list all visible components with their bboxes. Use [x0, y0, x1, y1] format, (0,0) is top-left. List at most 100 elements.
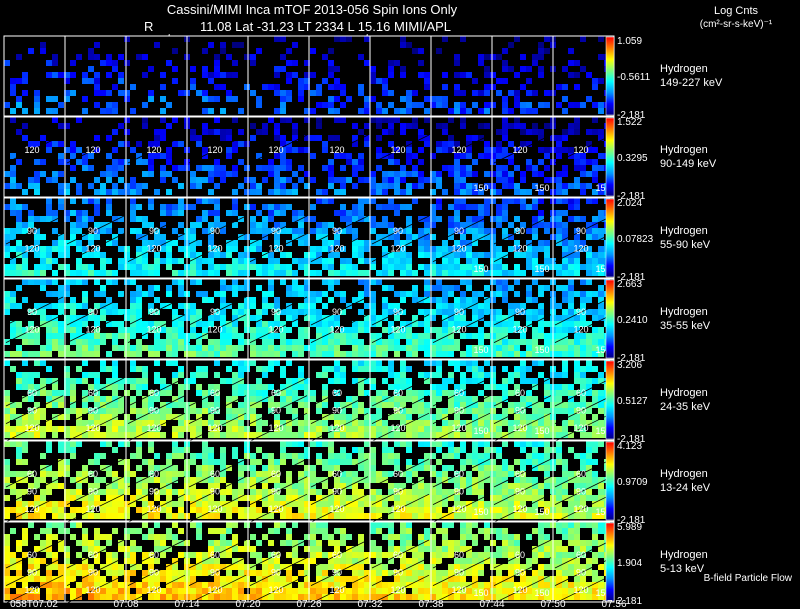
flux-cell	[160, 171, 166, 177]
flux-cell	[196, 339, 202, 345]
flux-cell	[484, 204, 490, 210]
flux-cell	[442, 408, 448, 414]
flux-cell	[580, 402, 586, 408]
flux-cell	[334, 84, 340, 90]
flux-cell	[274, 522, 280, 528]
flux-cell	[544, 351, 550, 357]
flux-cell	[424, 345, 430, 351]
flux-cell	[106, 534, 112, 540]
flux-cell	[202, 507, 208, 513]
flux-cell	[526, 189, 532, 195]
flux-cell	[274, 402, 280, 408]
flux-cell	[388, 339, 394, 345]
flux-cell	[142, 123, 148, 129]
flux-cell	[292, 270, 298, 276]
flux-cell	[64, 285, 70, 291]
flux-cell	[502, 60, 508, 66]
pitch-angle-label: 150	[473, 264, 488, 274]
flux-cell	[118, 501, 124, 507]
flux-cell	[442, 414, 448, 420]
flux-cell	[40, 264, 46, 270]
flux-cell	[130, 264, 136, 270]
flux-cell	[502, 489, 508, 495]
flux-cell	[424, 540, 430, 546]
flux-cell	[472, 135, 478, 141]
flux-cell	[202, 372, 208, 378]
flux-cell	[196, 333, 202, 339]
flux-cell	[172, 279, 178, 285]
flux-cell	[256, 285, 262, 291]
flux-cell	[58, 72, 64, 78]
flux-cell	[490, 384, 496, 390]
flux-cell	[382, 183, 388, 189]
flux-cell	[454, 240, 460, 246]
flux-cell	[316, 489, 322, 495]
flux-cell	[304, 384, 310, 390]
flux-cell	[538, 495, 544, 501]
flux-cell	[154, 258, 160, 264]
flux-cell	[544, 477, 550, 483]
flux-cell	[304, 471, 310, 477]
flux-cell	[490, 315, 496, 321]
flux-cell	[484, 183, 490, 189]
flux-cell	[142, 507, 148, 513]
flux-cell	[514, 279, 520, 285]
flux-cell	[136, 216, 142, 222]
flux-cell	[400, 333, 406, 339]
flux-cell	[46, 315, 52, 321]
flux-cell	[52, 54, 58, 60]
flux-cell	[568, 507, 574, 513]
flux-cell	[268, 228, 274, 234]
figure-title: Cassini/MIMI Inca mTOF 2013-056 Spin Ion…	[167, 2, 458, 17]
flux-cell	[286, 270, 292, 276]
flux-cell	[448, 264, 454, 270]
flux-cell	[472, 321, 478, 327]
flux-cell	[322, 240, 328, 246]
flux-cell	[508, 123, 514, 129]
flux-cell	[286, 96, 292, 102]
flux-cell	[520, 495, 526, 501]
pitch-angle-label: 120	[451, 244, 466, 254]
flux-cell	[424, 285, 430, 291]
flux-cell	[76, 420, 82, 426]
flux-cell	[82, 333, 88, 339]
flux-cell	[202, 216, 208, 222]
flux-cell	[16, 54, 22, 60]
flux-cell	[568, 198, 574, 204]
flux-cell	[256, 228, 262, 234]
flux-cell	[478, 513, 484, 519]
flux-cell	[526, 402, 532, 408]
flux-cell	[574, 453, 580, 459]
flux-cell	[490, 414, 496, 420]
flux-cell	[364, 216, 370, 222]
flux-cell	[232, 171, 238, 177]
flux-cell	[346, 339, 352, 345]
flux-cell	[406, 123, 412, 129]
flux-cell	[4, 477, 10, 483]
flux-cell	[142, 522, 148, 528]
flux-cell	[574, 183, 580, 189]
pitch-angle-label: 60	[393, 388, 403, 398]
flux-cell	[94, 204, 100, 210]
flux-cell	[286, 285, 292, 291]
flux-cell	[256, 447, 262, 453]
flux-cell	[580, 321, 586, 327]
flux-cell	[466, 72, 472, 78]
flux-cell	[46, 345, 52, 351]
flux-cell	[160, 345, 166, 351]
flux-cell	[34, 351, 40, 357]
flux-cell	[598, 489, 604, 495]
flux-cell	[286, 378, 292, 384]
flux-cell	[40, 408, 46, 414]
flux-cell	[394, 240, 400, 246]
flux-cell	[130, 108, 136, 114]
flux-cell	[76, 477, 82, 483]
flux-cell	[28, 333, 34, 339]
flux-cell	[484, 153, 490, 159]
flux-cell	[382, 90, 388, 96]
flux-cell	[532, 54, 538, 60]
pitch-angle-contour	[5, 476, 64, 505]
flux-cell	[286, 483, 292, 489]
flux-cell	[292, 183, 298, 189]
pitch-angle-label: 60	[332, 469, 342, 479]
